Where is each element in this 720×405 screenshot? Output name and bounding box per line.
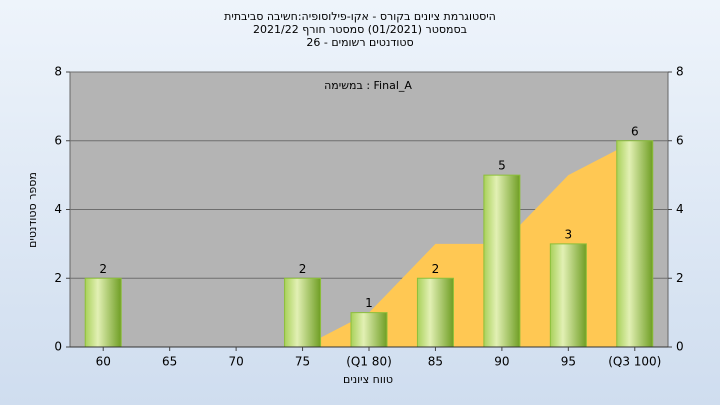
y2-tick-label: 8 (676, 65, 684, 79)
chart-subtitle: סטודנטים רשומים - 26 (306, 36, 413, 49)
x-tick-label: 70 (228, 355, 243, 369)
x-tick-label: 75 (295, 355, 310, 369)
x-tick-label: 65 (162, 355, 177, 369)
y-tick-label: 6 (54, 133, 62, 147)
y-axis-label: מספר סטודנטים (26, 172, 39, 248)
y2-tick-label: 2 (676, 271, 684, 285)
y2-tick-label: 0 (676, 340, 684, 354)
bar (549, 243, 587, 348)
data-label: 2 (299, 262, 307, 276)
data-label: 6 (631, 124, 639, 138)
data-label: 2 (99, 262, 107, 276)
data-label: 2 (432, 262, 440, 276)
x-tick-label: 85 (428, 355, 443, 369)
data-label: 1 (365, 296, 373, 310)
chart-title: היסטוגרמת ציונים בקורס - אקו-פילוסופיה:ח… (224, 10, 496, 23)
bar (483, 174, 521, 348)
y-tick-label: 4 (54, 202, 62, 216)
bar (350, 312, 388, 348)
x-tick-label: 95 (561, 355, 576, 369)
chart-subtitle: בסמסטר (01/2021) סמסטר חורף 2021/22 (253, 23, 467, 36)
bar (416, 277, 454, 348)
annotation: במשימה : Final_A (324, 79, 412, 92)
data-label: 5 (498, 159, 506, 173)
x-tick-label: (Q3 100) (608, 355, 661, 369)
y2-tick-label: 6 (676, 133, 684, 147)
y-tick-label: 2 (54, 271, 62, 285)
x-tick-label: 90 (494, 355, 509, 369)
bar (284, 277, 322, 348)
data-label: 3 (565, 227, 573, 241)
y-tick-label: 8 (54, 65, 62, 79)
y-tick-label: 0 (54, 340, 62, 354)
x-tick-label: (Q1 80) (346, 355, 392, 369)
y2-tick-label: 4 (676, 202, 684, 216)
bar (616, 140, 654, 348)
x-tick-label: 60 (96, 355, 111, 369)
x-axis-label: טווח ציונים (343, 373, 393, 386)
bar (84, 277, 122, 348)
